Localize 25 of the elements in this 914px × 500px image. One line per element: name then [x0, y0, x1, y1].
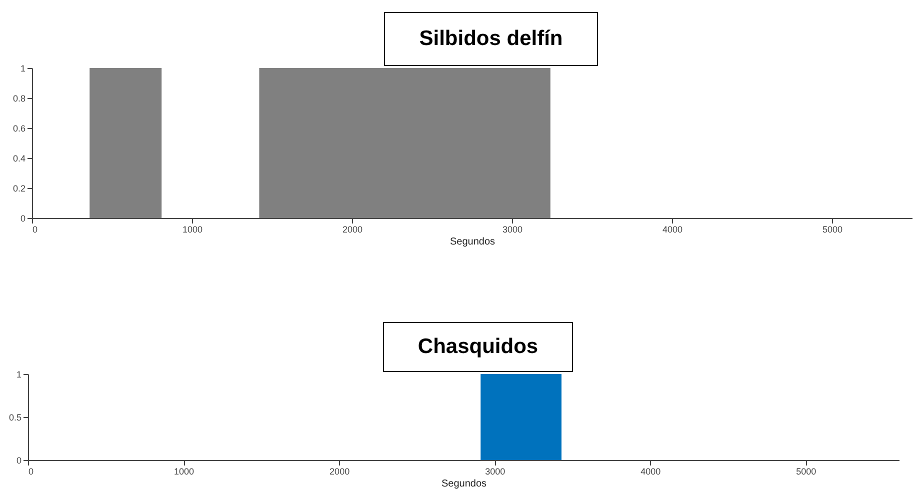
x-tick-label: 5000 [822, 224, 843, 234]
y-tick-label: 0 [16, 456, 22, 466]
y-tick-label: 0.4 [12, 154, 26, 164]
x-tick-label: 1000 [174, 466, 194, 476]
x-tick-label: 0 [28, 466, 34, 476]
y-tick-label: 0.6 [12, 124, 26, 134]
y-tick-label: 1 [20, 64, 26, 74]
x-tick-label: 0 [32, 224, 38, 234]
y-tick-label: 0.2 [12, 184, 26, 194]
chart-title: Silbidos delfín [384, 12, 598, 66]
y-tick-label: 0 [20, 214, 26, 224]
x-axis-title: Segundos [441, 478, 487, 490]
x-axis-title: Segundos [450, 236, 496, 248]
y-tick-label: 0.5 [8, 412, 22, 422]
x-tick-label: 3000 [502, 224, 523, 234]
x-tick-label: 4000 [662, 224, 683, 234]
x-tick-label: 3000 [485, 466, 506, 476]
x-tick-label: 1000 [182, 224, 203, 234]
chart-title: Chasquidos [383, 322, 573, 372]
x-tick-label: 4000 [640, 466, 661, 476]
x-tick-label: 2000 [342, 224, 363, 234]
y-tick-label: 0.8 [12, 94, 26, 104]
x-tick-label: 2000 [330, 466, 350, 476]
x-tick-label: 5000 [796, 466, 816, 476]
y-tick-label: 1 [16, 370, 22, 380]
